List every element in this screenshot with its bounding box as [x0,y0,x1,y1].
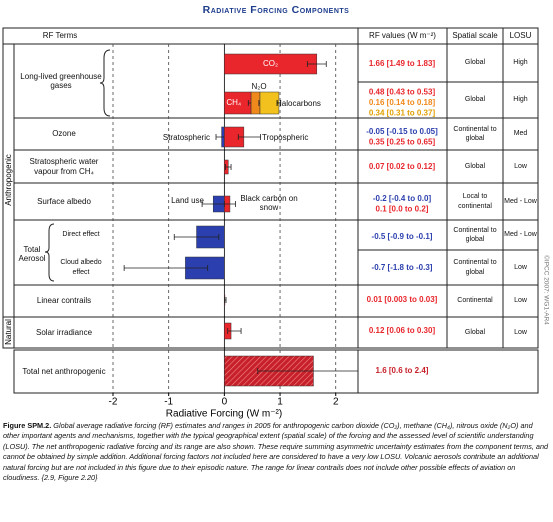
error-bar [224,297,227,303]
losu: Low [514,297,527,305]
losu: Low [514,263,527,271]
losu: Low [514,328,527,336]
x-axis-label: Radiative Forcing (W m⁻²) [166,409,282,420]
value-label: 1.6 [0.6 to 2.4] [376,366,429,375]
copyright: ©IPCC 2007: WG1-AR4 [542,255,550,325]
row-label: Ozone [52,129,76,139]
caption-label: Figure SPM.2. [3,421,52,430]
x-tick-label: 2 [333,397,339,408]
x-tick-label: -1 [164,397,173,408]
chart-title: Radiative Forcing Components [203,4,350,16]
value-label: 0.1 [0.0 to 0.2] [376,204,429,213]
bar-name: Stratospheric [162,133,210,143]
bar-name: N₂O [251,82,267,92]
x-tick-label: 1 [277,397,283,408]
value-label: 0.35 [0.25 to 0.65] [369,137,436,146]
losu: High [513,59,528,67]
row-label: Linear contrails [36,296,92,306]
value-label: -0.7 [-1.8 to -0.3] [372,263,433,272]
spatial-scale: Continental to global [453,226,497,244]
losu: Med - Low [504,197,537,205]
spatial-scale: Global [464,162,486,170]
spatial-scale: Continental to global [453,125,497,143]
value-label: 1.66 [1.49 to 1.83] [369,59,436,68]
sector-label: Anthropogenic [4,154,13,206]
group-label: Total Aerosol [18,244,46,264]
spatial-scale: Global [464,328,486,336]
caption: Figure SPM.2. Global average radiative f… [3,421,550,483]
column-header: Spatial scale [452,31,498,41]
row-label: Solar irradiance [35,327,93,337]
x-tick-label: -2 [109,397,118,408]
frame [2,27,539,394]
row-label: Total net anthropogenic [22,366,106,376]
losu: High [513,96,528,104]
bar-name: Land use [171,196,204,206]
row-label: Cloud albedo effect [60,259,102,276]
bar-name: CH₄ [226,98,242,108]
row-label: Surface albedo [37,196,91,206]
error-bar [225,164,232,170]
row-label: Stratospheric water vapour from CH₄ [29,157,99,176]
spatial-scale: Continental to global [453,259,497,276]
error-bar [306,61,327,67]
group-label: Long-lived greenhouse gases [20,71,102,91]
error-bar [276,100,282,106]
spatial-scale: Local to continental [458,193,492,210]
spatial-scale: Global [464,96,486,104]
error-bar [237,134,261,140]
spatial-scale: Continental [457,297,493,305]
bar-name: Tropospheric [262,133,309,143]
column-header: LOSU [509,31,532,41]
caption-text: Global average radiative forcing (RF) es… [3,421,549,483]
value-label: 0.16 [0.14 to 0.18] [369,98,436,107]
row-label: Direct effect [62,231,100,239]
bar-name: Black carbon on snow [240,193,298,213]
value-label: -0.2 [-0.4 to 0.0] [373,194,432,203]
error-bar [227,328,242,334]
error-bar [173,234,220,240]
error-bar [223,201,236,207]
losu: Med [513,130,528,138]
column-header: RF Terms [42,31,78,41]
value-label: 0.07 [0.02 to 0.12] [369,162,436,171]
sector-label: Natural [4,319,13,345]
error-bar [257,368,359,374]
value-label: -0.5 [-0.9 to -0.1] [372,232,433,241]
column-header: RF values (W m⁻²) [369,31,436,41]
value-label: 0.01 [0.003 to 0.03] [367,295,438,304]
value-label: 0.34 [0.31 to 0.37] [369,109,436,118]
value-label: 0.12 [0.06 to 0.30] [369,326,436,335]
losu: Med - Low [504,231,537,239]
value-label: 0.48 [0.43 to 0.53] [369,88,436,97]
x-tick-label: 0 [222,397,228,408]
spatial-scale: Global [464,59,486,67]
losu: Low [514,162,527,170]
bar-name: CO₂ [263,59,279,69]
bar-name: Halocarbons [276,99,321,109]
error-bar [123,265,209,271]
value-label: -0.05 [-0.15 to 0.05] [366,127,438,136]
